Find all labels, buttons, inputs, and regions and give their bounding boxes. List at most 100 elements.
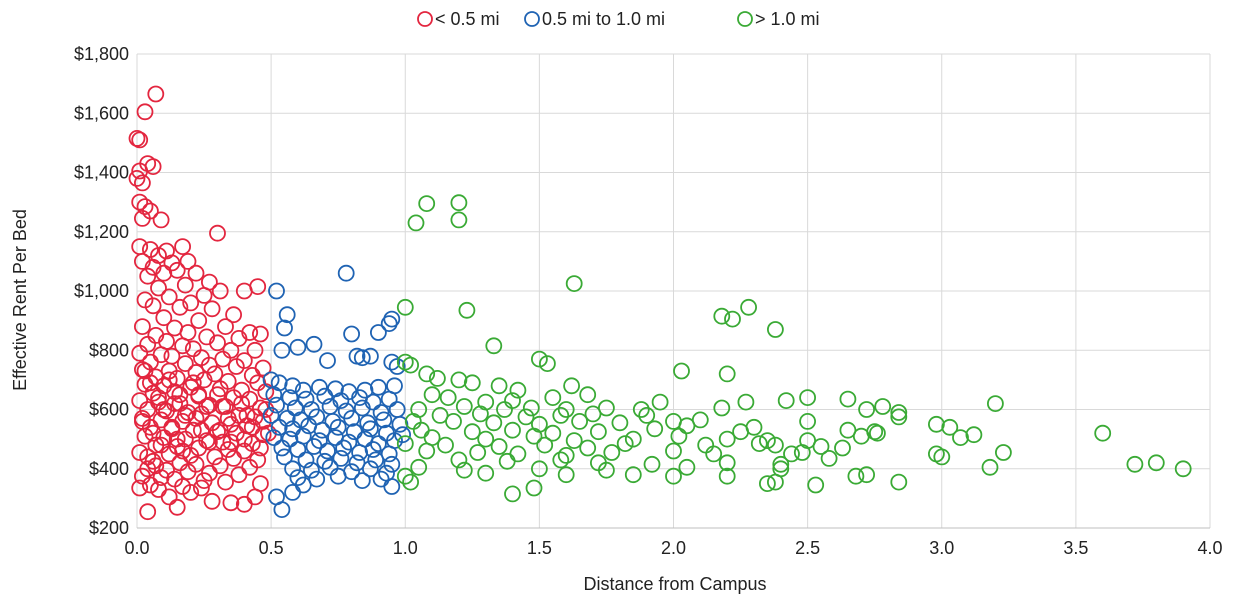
data-point-series-3 [418,365,436,383]
data-point-series-1 [211,282,229,300]
data-point-series-2 [273,439,291,457]
data-point-series-3 [544,424,562,442]
data-point-series-3 [933,448,951,466]
data-point-series-3 [603,444,621,461]
data-point-series-2 [348,454,366,472]
data-point-series-3 [678,458,696,476]
data-point-series-3 [852,427,870,445]
data-point-series-3 [445,412,462,430]
data-point-series-1 [235,495,253,513]
data-point-series-1 [160,488,178,506]
data-point-series-1 [152,211,170,229]
y-tick-label: $1,800 [74,44,129,64]
data-point-series-2 [316,387,334,405]
data-point-series-2 [310,378,328,396]
data-point-series-3 [504,485,521,503]
data-point-series-1 [155,401,173,418]
data-point-series-3 [941,418,959,436]
data-point-series-1 [209,423,226,441]
data-point-series-2 [353,349,371,367]
data-point-series-3 [485,414,503,432]
data-point-series-2 [273,501,291,519]
data-point-series-2 [364,441,382,458]
data-point-series-1 [155,264,173,282]
data-point-series-3 [772,455,790,473]
data-point-series-1 [200,356,218,374]
data-point-series-2 [302,461,320,479]
data-point-series-3 [490,377,508,395]
data-point-series-1 [225,306,243,324]
data-point-series-1 [147,85,165,103]
data-point-series-1 [144,384,162,402]
data-point-series-3 [579,386,597,404]
data-point-series-3 [718,365,736,383]
data-point-series-2 [351,444,369,461]
data-point-series-1 [217,318,234,336]
data-point-series-3 [536,436,554,454]
x-tick-label: 1.0 [393,538,418,558]
data-point-series-2 [297,451,315,469]
data-point-series-1 [200,433,218,451]
data-point-series-1 [219,441,237,458]
data-point-series-3 [890,408,908,426]
data-point-series-2 [319,352,336,370]
data-point-series-3 [517,408,535,426]
data-point-series-3 [874,398,892,415]
data-point-series-1 [203,492,221,510]
data-point-series-3 [767,436,784,454]
data-point-series-3 [571,412,588,430]
data-point-series-3 [638,406,656,424]
data-point-series-3 [450,451,468,469]
data-point-series-1 [195,371,213,389]
data-point-series-2 [327,380,344,398]
data-point-series-3 [705,445,723,463]
data-point-series-3 [981,458,999,476]
data-point-series-3 [732,423,749,441]
x-tick-label: 1.5 [527,538,552,558]
data-point-series-1 [209,386,226,404]
y-tick-label: $200 [89,518,129,538]
data-point-series-3 [522,399,540,417]
data-point-series-3 [423,386,441,404]
data-point-series-1 [249,278,267,296]
data-point-series-2 [268,282,285,300]
data-point-series-3 [437,436,454,454]
data-point-series-3 [407,214,425,232]
data-point-series-2 [281,430,299,448]
data-point-series-3 [646,420,664,438]
data-point-series-1 [235,430,253,448]
data-point-series-3 [477,464,495,482]
data-point-series-2 [294,381,312,399]
data-point-series-1 [246,341,264,359]
data-point-series-1 [136,198,154,216]
data-point-series-2 [369,324,387,341]
data-point-series-3 [718,467,736,485]
data-point-series-2 [343,409,361,427]
data-point-series-3 [737,393,755,411]
data-point-series-2 [375,411,393,429]
data-point-series-3 [952,429,969,447]
x-axis-title: Distance from Campus [583,574,766,594]
x-tick-label: 0.0 [124,538,149,558]
data-point-series-1 [150,279,167,297]
data-point-series-2 [276,319,293,337]
legend-marker-icon [524,11,540,27]
data-point-series-3 [490,438,508,455]
legend-item-1: < 0.5 mi [417,9,500,29]
data-point-series-2 [343,325,361,343]
data-point-series-3 [611,414,629,432]
data-point-series-1 [203,300,221,318]
data-point-series-3 [498,452,516,470]
data-point-series-3 [834,439,851,457]
data-point-series-1 [174,337,192,355]
data-point-series-3 [509,381,527,399]
data-point-series-1 [209,224,226,242]
data-point-series-1 [133,209,151,227]
data-point-series-3 [557,401,575,418]
data-point-series-1 [206,448,224,466]
data-point-series-2 [305,335,323,353]
data-point-series-3 [713,399,731,417]
data-point-series-3 [812,438,830,455]
data-point-series-3 [458,301,476,319]
